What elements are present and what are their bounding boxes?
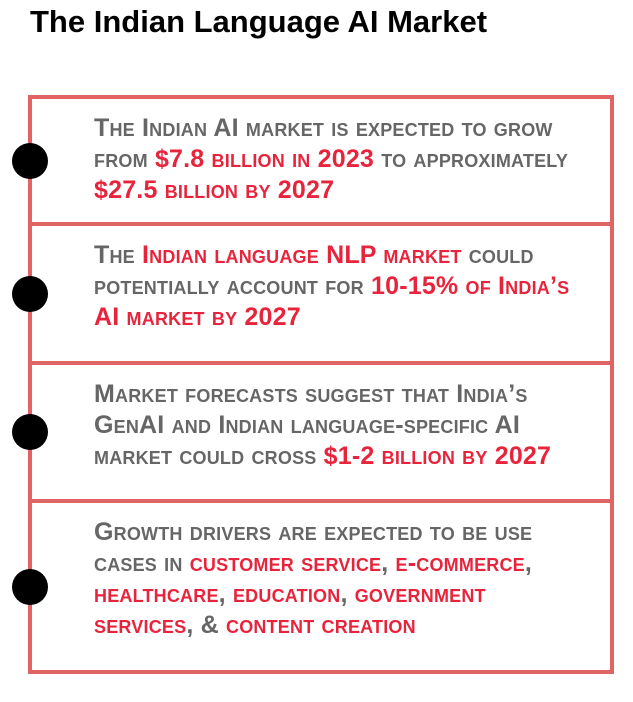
body-text: , (524, 549, 533, 577)
list-item: Growth drivers are expected to be use ca… (12, 499, 610, 670)
body-text: , & (186, 611, 227, 639)
item-text: Growth drivers are expected to be use ca… (94, 517, 590, 641)
list-item: Market forecasts suggest that India’s Ge… (12, 361, 610, 499)
bullet (12, 414, 48, 450)
item-text: The Indian AI market is expected to grow… (94, 113, 590, 206)
highlight-text: 10-15% of India’s AI market by 2027 (94, 272, 570, 331)
highlight-text: healthcare (94, 580, 219, 608)
highlight-text: Indian language NLP market (142, 241, 462, 269)
highlight-text: education (232, 580, 341, 608)
body-text: Market forecasts suggest that India’s Ge… (94, 380, 528, 470)
highlight-text: content creation (226, 611, 416, 639)
item-text: Market forecasts suggest that India’s Ge… (94, 379, 590, 472)
body-text: Growth drivers are expected to be use ca… (94, 518, 533, 577)
highlight-text: $27.5 billion by 2027 (94, 176, 335, 204)
highlight-text: $1-2 billion by 2027 (323, 442, 552, 470)
highlight-text: $7.8 billion in 2023 (154, 145, 375, 173)
body-text: , (340, 580, 355, 608)
body-text: The Indian AI market is expected to grow… (94, 114, 553, 173)
bullet (12, 568, 48, 605)
body-text: could potentially account for (94, 241, 534, 300)
highlight-text: customer service (189, 549, 382, 577)
bullet (12, 275, 48, 312)
highlight-text: government services (94, 580, 486, 639)
body-text: , (381, 549, 396, 577)
highlight-text: e-commerce (395, 549, 525, 577)
body-text: to approximately (374, 145, 569, 173)
title: The Indian Language AI Market (30, 4, 488, 39)
list-box: The Indian AI market is expected to grow… (12, 95, 614, 674)
item-text: The Indian language NLP market could pot… (94, 240, 590, 333)
body-text: , (218, 580, 233, 608)
list-item: The Indian language NLP market could pot… (12, 222, 610, 361)
list-item: The Indian AI market is expected to grow… (12, 99, 610, 222)
body-text: The (94, 241, 143, 269)
bullet (12, 142, 48, 179)
